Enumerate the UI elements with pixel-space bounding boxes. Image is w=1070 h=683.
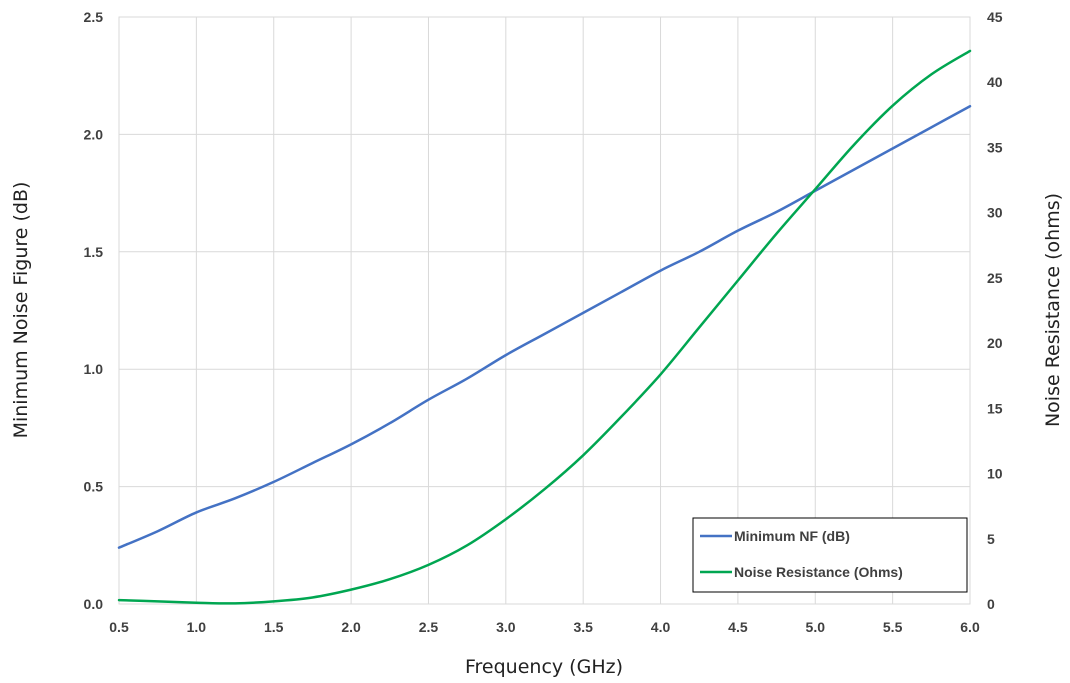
y2-tick-label: 45: [987, 9, 1003, 25]
y-tick-label: 2.5: [84, 9, 104, 25]
y2-tick-label: 20: [987, 335, 1003, 351]
x-tick-label: 4.5: [728, 619, 748, 635]
legend-box: [692, 517, 968, 593]
x-tick-label: 2.0: [341, 619, 361, 635]
x-tick-label: 4.0: [651, 619, 671, 635]
x-tick-label: 5.0: [806, 619, 826, 635]
series-layer: [117, 49, 972, 605]
plot-area-border: [118, 16, 971, 605]
y2-tick-label: 25: [987, 270, 1003, 286]
legend: Minimum NF (dB) Noise Resistance (Ohms): [692, 517, 968, 593]
y2-tick-label: 5: [987, 531, 995, 547]
y-tick-label: 2.0: [84, 126, 104, 142]
legend-label-minimum-nf: Minimum NF (dB): [734, 528, 850, 544]
y-tick-label: 0.0: [84, 596, 104, 612]
x-tick-label: 0.5: [109, 619, 129, 635]
x-axis-title: Frequency (GHz): [465, 656, 623, 678]
legend-label-noise-resistance: Noise Resistance (Ohms): [734, 564, 903, 580]
x-tick-label: 1.5: [264, 619, 284, 635]
x-tick-label: 1.0: [187, 619, 207, 635]
y2-tick-label: 40: [987, 74, 1003, 90]
y-tick-label: 1.0: [84, 361, 104, 377]
x-tick-label: 6.0: [960, 619, 980, 635]
grid: [118, 16, 971, 605]
series-line-minimum-nf: [117, 104, 972, 549]
y2-tick-label: 10: [987, 466, 1003, 482]
tick-labels: 0.5 1.0 1.5 2.0 2.5 3.0 3.5 4.0 4.5 5.0 5.5 6.0 0.0 0…: [84, 9, 1003, 635]
y2-axis-title: Noise Resistance (ohms): [1042, 193, 1064, 427]
y-axis-title: Minimum Noise Figure (dB): [10, 182, 32, 439]
y2-tick-label: 30: [987, 205, 1003, 221]
x-tick-label: 3.0: [496, 619, 516, 635]
y2-tick-label: 0: [987, 596, 995, 612]
x-tick-label: 5.5: [883, 619, 903, 635]
y-tick-label: 0.5: [84, 479, 104, 495]
y2-tick-label: 35: [987, 139, 1003, 155]
y-tick-label: 1.5: [84, 244, 104, 260]
x-tick-label: 2.5: [419, 619, 439, 635]
x-tick-label: 3.5: [573, 619, 593, 635]
series-line-noise-resistance: [117, 49, 972, 605]
y2-tick-label: 15: [987, 400, 1003, 416]
